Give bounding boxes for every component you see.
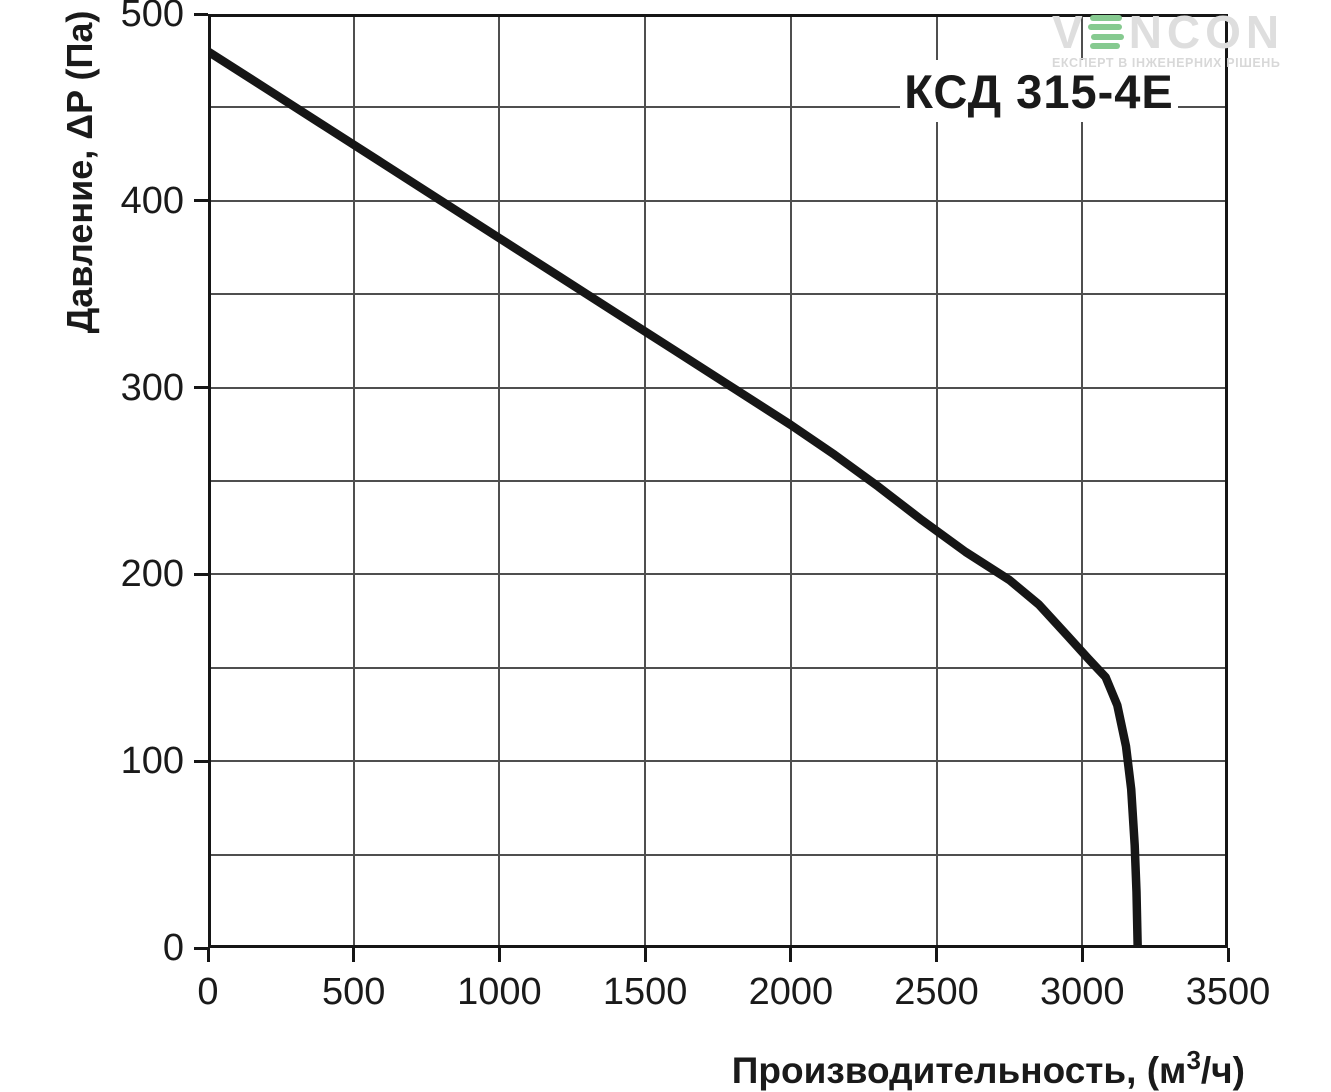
y-tick-label: 500 [120, 0, 184, 35]
y-tick-mark [194, 759, 208, 763]
x-tick-label: 2500 [894, 971, 979, 1013]
y-tick-mark [194, 12, 208, 16]
x-tick-mark [352, 948, 356, 962]
x-tick-label: 1500 [602, 971, 688, 1013]
x-tick-mark [643, 948, 647, 962]
chart-title: КСД 315-4Е [900, 60, 1178, 122]
gridline-horizontal [208, 853, 1228, 856]
vencon-watermark: V NCON ЕКСПЕРТ В ІНЖЕНЕРНИХ РІШЕНЬ [1052, 6, 1322, 70]
x-axis-label-text: Производительность, (м [731, 1050, 1187, 1091]
gridline-horizontal [208, 386, 1228, 389]
y-tick-mark [194, 946, 208, 950]
x-tick-mark [1080, 948, 1084, 962]
plot-area [208, 14, 1228, 948]
gridline-horizontal [208, 666, 1228, 669]
fan-curve-svg [208, 47, 1142, 948]
green-e-icon [1087, 14, 1124, 51]
x-tick-label: 3500 [1185, 971, 1271, 1013]
gridline-horizontal [208, 106, 1228, 109]
x-tick-label: 3000 [1040, 971, 1125, 1013]
fan-curve [208, 47, 1142, 948]
gridline-horizontal [208, 199, 1228, 202]
y-tick-label: 100 [120, 740, 184, 783]
brand-letter-v: V [1052, 6, 1088, 58]
y-tick-mark [194, 199, 208, 203]
vencon-logo: V NCON [1052, 6, 1322, 58]
x-tick-label: 0 [197, 971, 219, 1013]
plot-frame [208, 14, 1228, 948]
x-tick-mark [206, 948, 210, 962]
x-tick-mark [497, 948, 501, 962]
x-axis-label-suffix: /ч) [1200, 1050, 1245, 1091]
gridline-horizontal [208, 480, 1228, 482]
x-tick-mark [1226, 948, 1230, 962]
y-tick-label: 400 [120, 179, 184, 222]
gridline-horizontal [208, 293, 1228, 296]
x-axis-label-sup: 3 [1186, 1045, 1201, 1075]
x-tick-label: 2000 [748, 971, 834, 1013]
y-tick-mark [194, 572, 208, 576]
y-axis-label: Давление, ΔP (Па) [59, 10, 100, 334]
y-tick-label: 200 [120, 553, 184, 596]
y-tick-label: 0 [162, 927, 184, 969]
watermark-tagline: ЕКСПЕРТ В ІНЖЕНЕРНИХ РІШЕНЬ [1052, 56, 1281, 70]
y-tick-mark [194, 386, 208, 390]
gridline-horizontal [208, 573, 1228, 576]
brand-letters-ncon: NCON [1128, 6, 1285, 58]
x-tick-label: 1000 [457, 971, 542, 1013]
gridline-horizontal [208, 760, 1228, 763]
x-tick-mark [789, 948, 793, 962]
x-tick-mark [935, 948, 939, 962]
x-axis-label: Производительность, (м3/ч) [700, 1045, 1245, 1092]
x-tick-label: 500 [322, 971, 386, 1013]
y-tick-label: 300 [120, 366, 184, 409]
